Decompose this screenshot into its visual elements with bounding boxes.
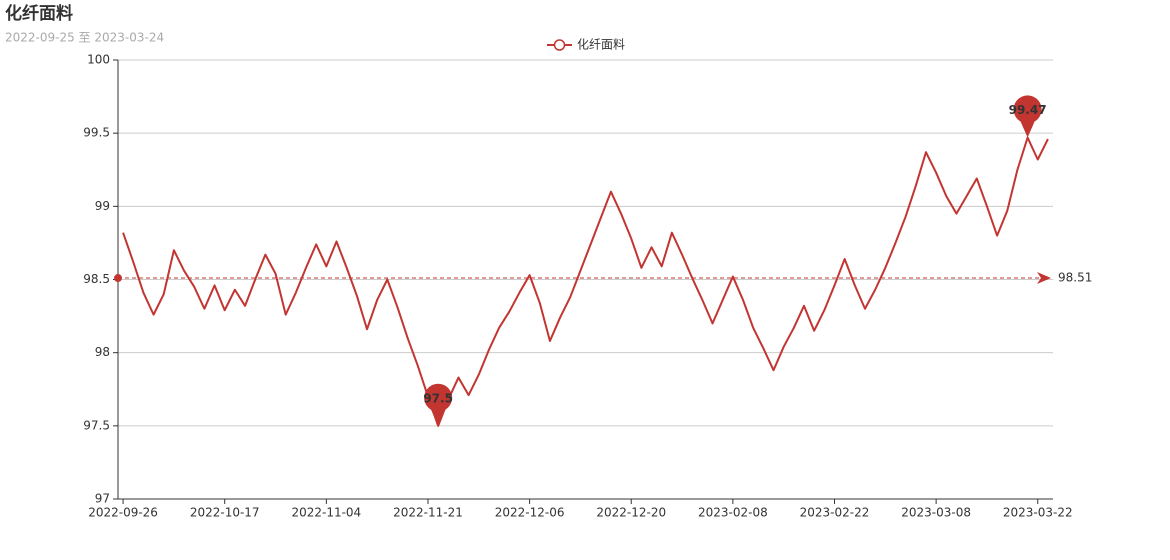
line-series (122, 136, 1049, 427)
mark-point-label: 97.5 (423, 391, 453, 405)
legend-marker (553, 39, 566, 51)
x-tick-label: 2023-02-08 (698, 506, 768, 520)
x-tick-label: 2022-11-04 (291, 506, 361, 520)
x-tick-label: 2022-11-21 (393, 506, 463, 520)
y-tick-label: 98.5 (83, 272, 110, 286)
x-tick-label: 2022-12-06 (495, 506, 565, 520)
chart-title: 化纤面料 (5, 3, 73, 24)
x-tick-label: 2022-09-26 (88, 506, 158, 520)
mark-line-arrow (1037, 272, 1051, 285)
mark-line-start (114, 274, 122, 283)
mark-point (1013, 95, 1042, 138)
mark-point (424, 383, 453, 426)
y-tick-label: 100 (87, 53, 110, 67)
x-tick-label: 2023-02-22 (800, 506, 870, 520)
y-tick-label: 97 (95, 492, 110, 506)
chart-subtitle: 2022-09-25 至 2023-03-24 (5, 31, 164, 45)
y-tick-label: 99.5 (83, 126, 110, 140)
x-tick-label: 2023-03-08 (901, 506, 971, 520)
y-tick-label: 97.5 (83, 418, 110, 432)
x-tick-label: 2023-03-22 (1003, 506, 1073, 520)
mark-line-label: 98.51 (1058, 271, 1092, 285)
x-tick-label: 2022-12-20 (596, 506, 666, 520)
y-tick-label: 99 (95, 199, 110, 213)
x-tick-label: 2022-10-17 (190, 506, 260, 520)
legend-label: 化纤面料 (577, 38, 625, 52)
mark-point-label: 99.47 (1009, 103, 1047, 117)
y-tick-label: 98 (95, 345, 110, 359)
